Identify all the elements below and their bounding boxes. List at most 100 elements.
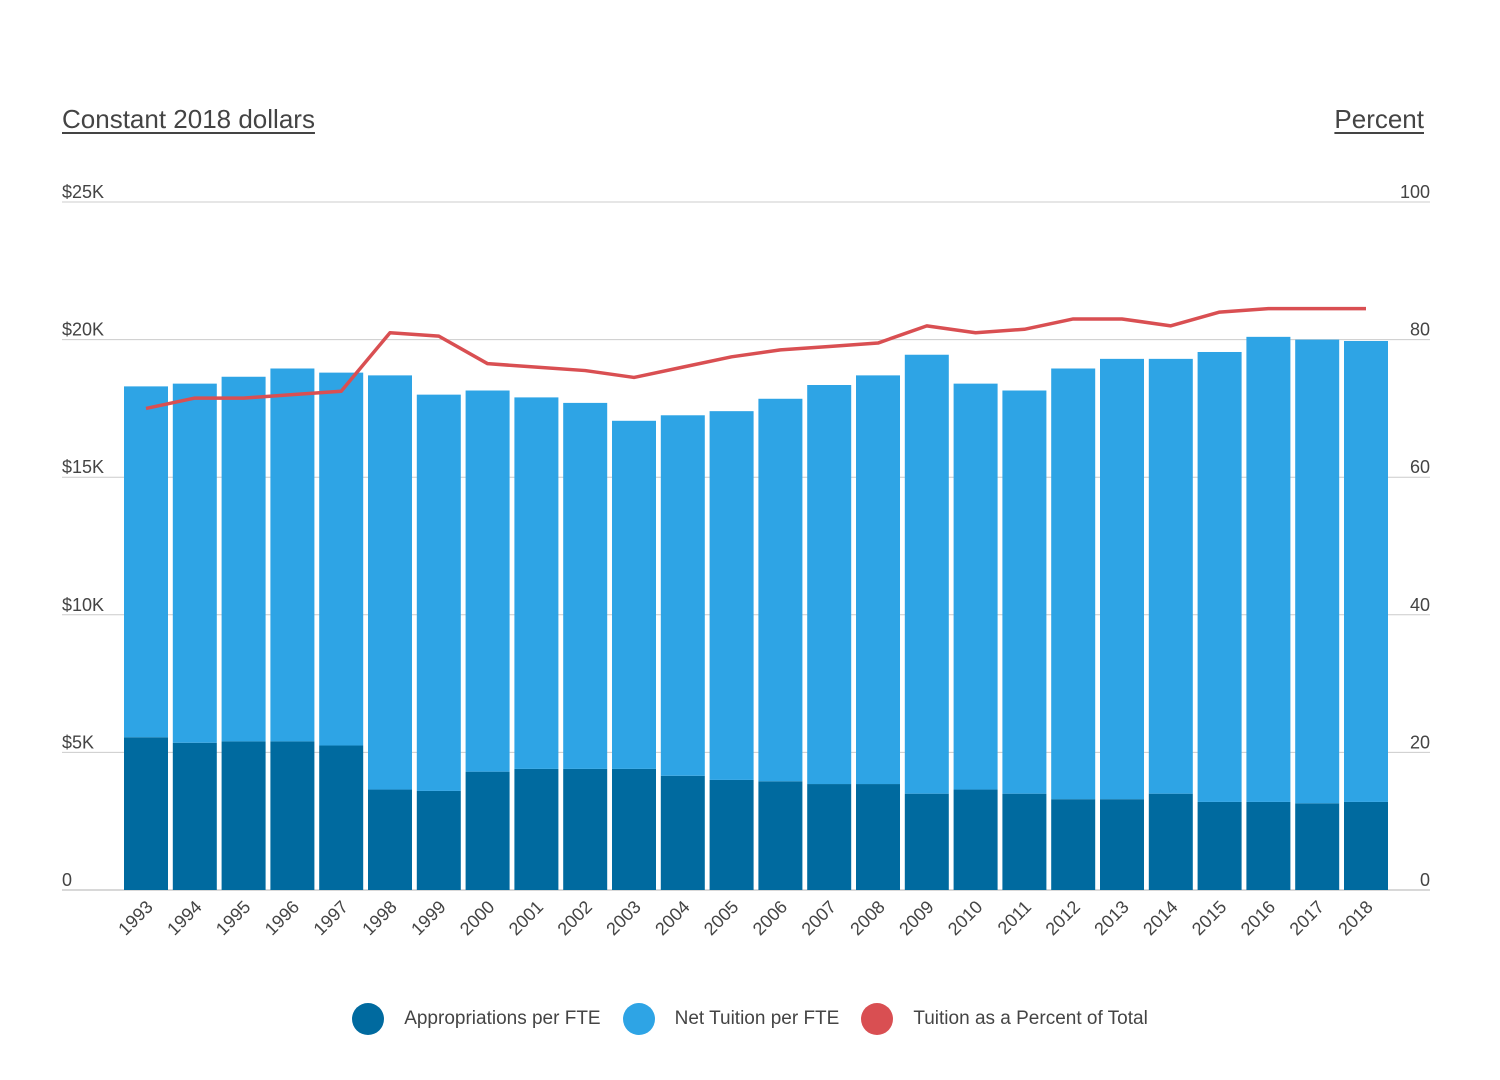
- bar-appropriations-2010: [953, 789, 998, 890]
- x-tick-label-1994: 1994: [163, 897, 205, 939]
- bar-net-tuition-2013: [1100, 358, 1144, 800]
- bar-net-tuition-2011: [1002, 390, 1047, 794]
- bar-appropriations-2014: [1148, 793, 1193, 890]
- bar-appropriations-2006: [758, 781, 803, 890]
- bar-appropriations-1993: [124, 737, 168, 890]
- x-tick-label-2013: 2013: [1090, 897, 1132, 939]
- bar-appropriations-1995: [221, 741, 266, 890]
- legend-label-net-tuition: Net Tuition per FTE: [674, 1008, 840, 1029]
- bar-net-tuition-1995: [221, 376, 266, 742]
- bar-net-tuition-2003: [612, 420, 656, 769]
- bar-net-tuition-2010: [953, 383, 998, 790]
- y-left-tick-label-5: $25K: [62, 182, 104, 202]
- bar-net-tuition-1996: [270, 368, 315, 742]
- bar-net-tuition-2006: [758, 398, 803, 782]
- left-axis-title: Constant 2018 dollars: [62, 104, 315, 134]
- bar-net-tuition-1993: [124, 386, 168, 738]
- bar-appropriations-1998: [368, 789, 412, 890]
- legend-swatch-appropriations: [352, 1003, 385, 1035]
- legend-item-net-tuition: Net Tuition per FTE: [622, 1003, 840, 1035]
- bar-net-tuition-2002: [563, 402, 608, 769]
- bar-net-tuition-1994: [172, 383, 217, 743]
- bar-appropriations-2012: [1051, 799, 1096, 890]
- x-tick-label-2003: 2003: [602, 897, 644, 939]
- bar-net-tuition-2017: [1295, 339, 1340, 804]
- x-tick-label-2008: 2008: [846, 897, 888, 939]
- line-tuition-percent: [145, 306, 1366, 411]
- bar-net-tuition-2014: [1148, 358, 1193, 794]
- bar-net-tuition-2009: [904, 354, 949, 794]
- legend-item-appropriations: Appropriations per FTE: [352, 1003, 601, 1035]
- legend-label-appropriations: Appropriations per FTE: [404, 1008, 601, 1029]
- y-left-tick-label-4: $20K: [62, 320, 104, 340]
- bar-net-tuition-1998: [368, 375, 412, 790]
- bar-appropriations-1994: [172, 742, 217, 890]
- x-tick-label-2011: 2011: [994, 897, 1036, 939]
- legend-swatch-tuition-percent: [861, 1003, 894, 1035]
- y-left-tick-label-3: $15K: [62, 457, 104, 477]
- x-tick-label-2001: 2001: [505, 897, 547, 939]
- bar-appropriations-2015: [1197, 801, 1242, 890]
- bar-appropriations-2000: [465, 771, 510, 890]
- bar-appropriations-1999: [416, 790, 461, 890]
- bar-net-tuition-2012: [1051, 368, 1096, 800]
- y-left-tick-label-2: $10K: [62, 595, 104, 615]
- bar-appropriations-2003: [612, 768, 656, 890]
- bar-appropriations-2018: [1344, 801, 1388, 890]
- bar-net-tuition-2007: [807, 385, 852, 785]
- bar-net-tuition-1997: [319, 372, 364, 746]
- bar-appropriations-2005: [709, 779, 754, 890]
- x-tick-label-2007: 2007: [798, 897, 840, 939]
- bar-net-tuition-1999: [416, 394, 461, 791]
- legend-item-tuition-percent: Tuition as a Percent of Total: [861, 1003, 1148, 1035]
- bar-appropriations-2009: [904, 793, 949, 890]
- bar-net-tuition-2015: [1197, 351, 1242, 802]
- bar-appropriations-2008: [856, 784, 900, 890]
- x-tick-label-1999: 1999: [407, 897, 449, 939]
- bar-appropriations-2013: [1100, 799, 1144, 890]
- x-tick-label-2017: 2017: [1286, 897, 1328, 939]
- x-tick-label-2000: 2000: [456, 897, 498, 939]
- x-tick-label-1995: 1995: [212, 897, 254, 939]
- y-left-tick-label-1: $5K: [62, 732, 94, 752]
- bar-appropriations-2011: [1002, 793, 1047, 890]
- bar-appropriations-1997: [319, 745, 364, 890]
- bar-appropriations-1996: [270, 741, 315, 890]
- y-left-tick-label-0: 0: [62, 870, 72, 890]
- right-axis-title: Percent: [1334, 104, 1424, 134]
- bar-net-tuition-2005: [709, 411, 754, 780]
- bar-appropriations-2007: [807, 784, 852, 890]
- x-tick-label-2009: 2009: [895, 897, 937, 939]
- x-tick-label-1993: 1993: [114, 897, 156, 939]
- y-right-tick-label-4: 80: [1410, 320, 1430, 340]
- bar-net-tuition-2004: [660, 415, 705, 776]
- y-right-tick-label-2: 40: [1410, 595, 1430, 615]
- x-tick-label-2016: 2016: [1237, 897, 1279, 939]
- bar-net-tuition-2018: [1344, 340, 1388, 802]
- y-right-tick-label-0: 0: [1420, 870, 1430, 890]
- bar-appropriations-2001: [514, 768, 559, 890]
- x-tick-label-2014: 2014: [1139, 897, 1181, 939]
- x-tick-label-1997: 1997: [310, 897, 352, 939]
- legend-swatch-net-tuition: [622, 1003, 655, 1035]
- bar-net-tuition-2008: [856, 375, 900, 785]
- x-tick-label-2006: 2006: [749, 897, 791, 939]
- bar-appropriations-2016: [1246, 801, 1291, 890]
- bar-appropriations-2017: [1295, 803, 1340, 890]
- x-tick-label-2012: 2012: [1042, 897, 1084, 939]
- bar-appropriations-2004: [660, 775, 705, 890]
- y-right-tick-label-3: 60: [1410, 457, 1430, 477]
- bar-net-tuition-2001: [514, 397, 559, 769]
- legend-label-tuition-percent: Tuition as a Percent of Total: [913, 1008, 1148, 1029]
- x-tick-label-2015: 2015: [1188, 897, 1230, 939]
- x-tick-label-2002: 2002: [554, 897, 596, 939]
- bar-net-tuition-2000: [465, 390, 510, 772]
- x-tick-label-2005: 2005: [700, 897, 742, 939]
- bar-net-tuition-2016: [1246, 336, 1291, 802]
- y-right-tick-label-5: 100: [1400, 182, 1430, 202]
- bar-appropriations-2002: [563, 768, 608, 890]
- x-tick-label-2018: 2018: [1334, 897, 1376, 939]
- legend: Appropriations per FTE Net Tuition per F…: [0, 1001, 1500, 1037]
- x-tick-label-1996: 1996: [261, 897, 303, 939]
